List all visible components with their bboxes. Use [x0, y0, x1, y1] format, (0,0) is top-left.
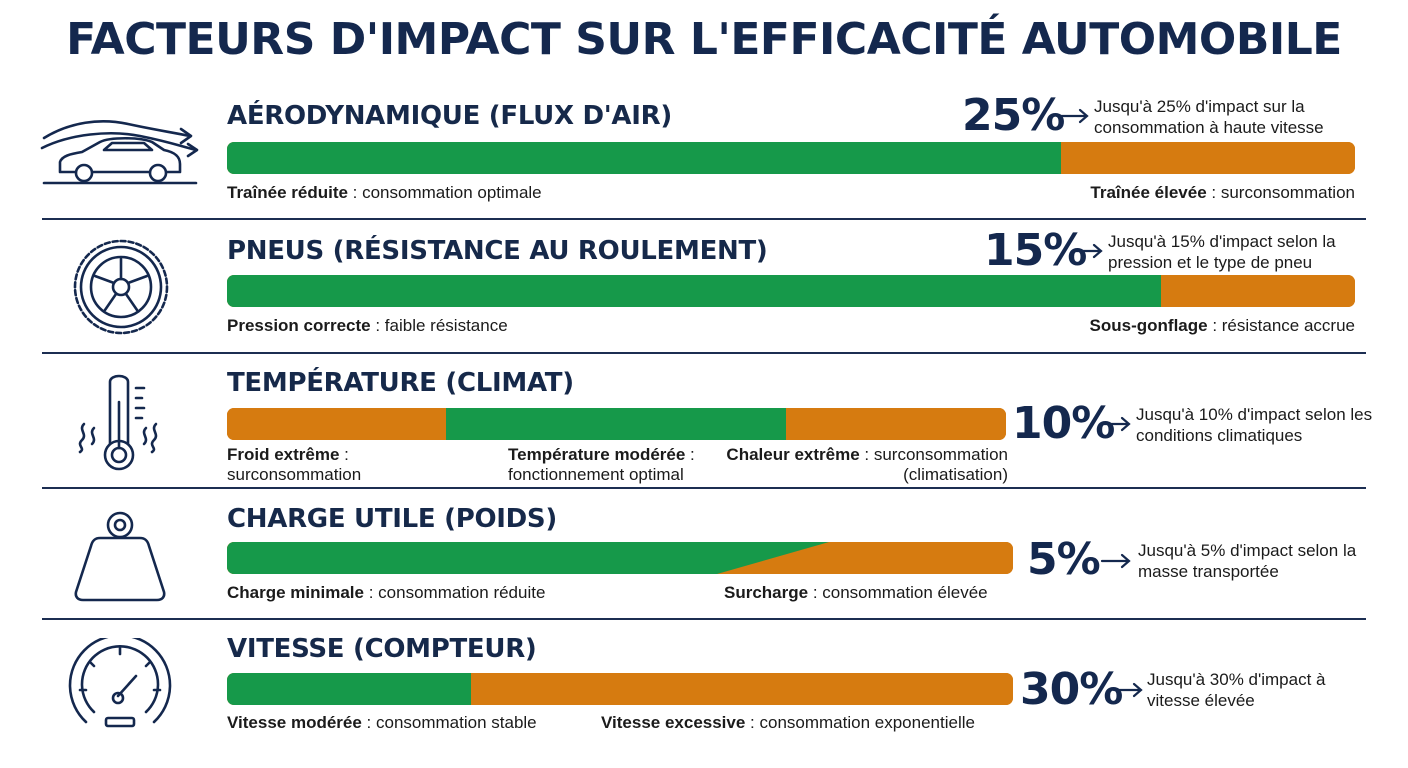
impact-bar — [227, 542, 1013, 574]
bar-label-left: Pression correcte : faible résistance — [227, 316, 508, 335]
weight-icon — [72, 508, 168, 604]
impact-bar — [227, 142, 1355, 174]
factor-heading: VITESSE (COMPTEUR) — [227, 634, 537, 664]
factor-heading: TEMPÉRATURE (CLIMAT) — [227, 368, 574, 398]
bar-segment-optimal — [446, 408, 786, 440]
bar-label-right: Chaleur extrême : surconsommation (clima… — [726, 445, 1008, 484]
bar-segment-low — [227, 275, 1161, 307]
bar-label-middle: Température modérée : fonctionnement opt… — [508, 445, 695, 484]
arrow-icon — [1112, 682, 1144, 703]
bar-fill-diagonal — [227, 542, 1013, 574]
bar-segment-low — [227, 142, 1061, 174]
bar-label-right: Surcharge : consommation élevée — [724, 583, 988, 602]
impact-note: Jusqu'à 30% d'impact à vitesse élevée — [1147, 670, 1326, 710]
impact-bar — [227, 275, 1355, 307]
bar-label-right: Vitesse excessive : consommation exponen… — [601, 713, 975, 732]
divider — [42, 487, 1366, 489]
thermometer-icon — [74, 372, 166, 472]
impact-percent: 10% — [1012, 398, 1115, 449]
bar-label-left: Vitesse modérée : consommation stable — [227, 713, 537, 732]
page-title: FACTEURS D'IMPACT SUR L'EFFICACITÉ AUTOM… — [66, 14, 1342, 65]
arrow-icon — [1058, 108, 1090, 129]
impact-percent: 25% — [962, 90, 1065, 141]
impact-percent: 5% — [1027, 534, 1101, 585]
impact-note: Jusqu'à 5% d'impact selon la masse trans… — [1138, 541, 1357, 581]
impact-bar — [227, 673, 1013, 705]
bar-segment-low — [227, 673, 471, 705]
impact-percent: 30% — [1020, 664, 1123, 715]
bar-segment-hot — [786, 408, 1006, 440]
speedometer-icon — [66, 638, 174, 730]
bar-segment-high — [1161, 275, 1355, 307]
impact-note: Jusqu'à 15% d'impact selon la pression e… — [1108, 232, 1336, 272]
bar-label-left: Froid extrême : surconsommation — [227, 445, 362, 484]
impact-note: Jusqu'à 10% d'impact selon les condition… — [1136, 405, 1373, 445]
factor-heading: CHARGE UTILE (POIDS) — [227, 504, 557, 534]
bar-label-right: Sous-gonflage : résistance accrue — [1089, 316, 1355, 335]
factor-heading: AÉRODYNAMIQUE (FLUX D'AIR) — [227, 101, 672, 131]
bar-segment-cold — [227, 408, 446, 440]
divider — [42, 218, 1366, 220]
tire-icon — [70, 236, 172, 338]
bar-segment-high — [471, 673, 1013, 705]
impact-note: Jusqu'à 25% d'impact sur la consommation… — [1094, 97, 1324, 137]
factor-heading: PNEUS (RÉSISTANCE AU ROULEMENT) — [227, 236, 768, 266]
arrow-icon — [1072, 243, 1104, 264]
bar-segment-high — [1061, 142, 1355, 174]
bar-label-left: Traînée réduite : consommation optimale — [227, 183, 542, 202]
bar-label-right: Traînée élevée : surconsommation — [1090, 183, 1355, 202]
arrow-icon — [1100, 553, 1132, 574]
arrow-icon — [1100, 416, 1132, 437]
divider — [42, 618, 1366, 620]
divider — [42, 352, 1366, 354]
car-airflow-icon — [40, 112, 202, 188]
bar-label-left: Charge minimale : consommation réduite — [227, 583, 546, 602]
impact-percent: 15% — [984, 225, 1087, 276]
impact-bar — [227, 408, 1006, 440]
